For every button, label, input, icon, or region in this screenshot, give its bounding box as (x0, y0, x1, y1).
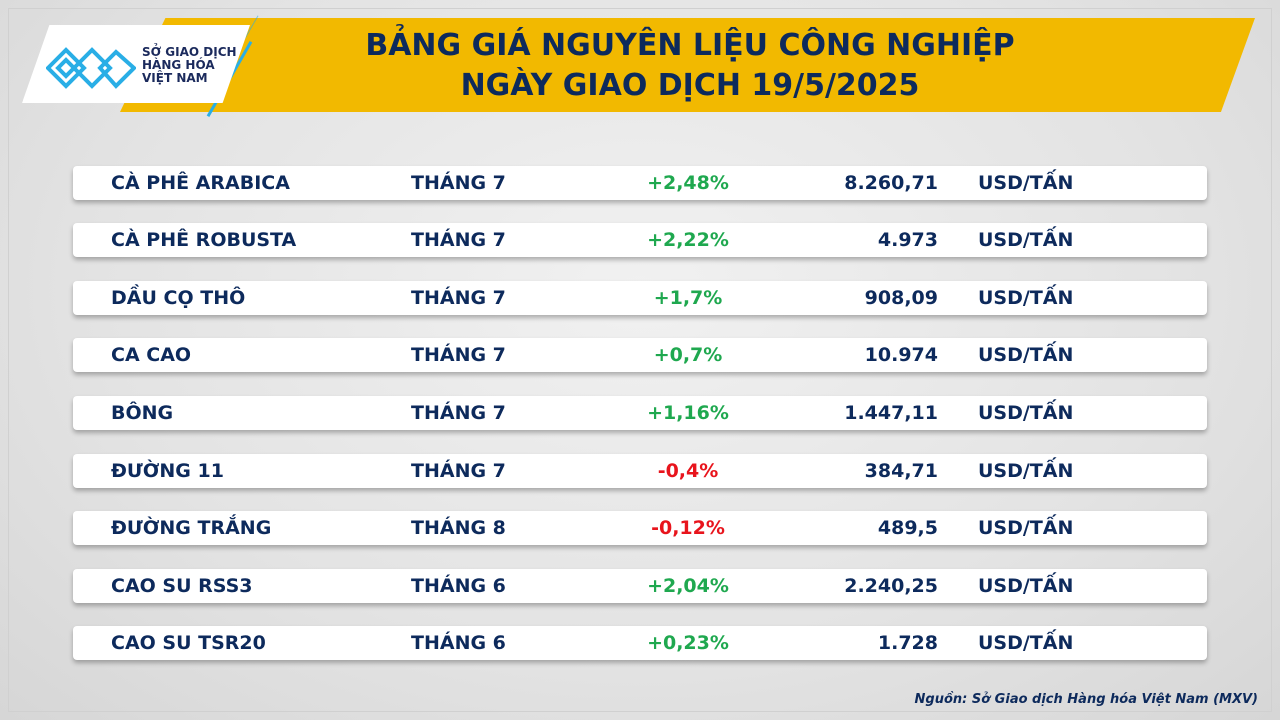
price-value: 489,5 (877, 517, 938, 539)
table-row: CA CAO THÁNG 7 +0,7% 10.974 USD/TẤN (73, 338, 1207, 372)
table-row: BÔNG THÁNG 7 +1,16% 1.447,11 USD/TẤN (73, 396, 1207, 430)
table-row: CAO SU RSS3 THÁNG 6 +2,04% 2.240,25 USD/TẤN (73, 569, 1207, 603)
price-change: +2,04% (647, 575, 729, 597)
price-value: 1.447,11 (844, 402, 938, 424)
contract-month: THÁNG 7 (411, 229, 506, 251)
commodity-name: CAO SU RSS3 (111, 575, 253, 597)
price-change: -0,4% (657, 460, 719, 482)
commodity-name: BÔNG (111, 402, 174, 424)
contract-month: THÁNG 7 (411, 402, 506, 424)
table-row: DẦU CỌ THÔ THÁNG 7 +1,7% 908,09 USD/TẤN (73, 281, 1207, 315)
contract-month: THÁNG 7 (411, 172, 506, 194)
price-value: 4.973 (877, 229, 938, 251)
contract-month: THÁNG 6 (411, 632, 506, 654)
contract-month: THÁNG 8 (411, 517, 506, 539)
logo-text: SỞ GIAO DỊCH HÀNG HÓA VIỆT NAM (142, 46, 237, 85)
price-value: 384,71 (864, 460, 938, 482)
price-unit: USD/TẤN (978, 632, 1074, 654)
commodity-name: CAO SU TSR20 (111, 632, 266, 654)
price-value: 2.240,25 (844, 575, 938, 597)
contract-month: THÁNG 7 (411, 287, 506, 309)
price-unit: USD/TẤN (978, 575, 1074, 597)
price-unit: USD/TẤN (978, 517, 1074, 539)
price-unit: USD/TẤN (978, 172, 1074, 194)
commodity-name: CA CAO (111, 344, 192, 366)
price-change: +2,48% (647, 172, 729, 194)
price-value: 8.260,71 (844, 172, 938, 194)
table-row: ĐƯỜNG TRẮNG THÁNG 8 -0,12% 489,5 USD/TẤN (73, 511, 1207, 545)
mxv-logo-icon (46, 47, 136, 89)
commodity-name: CÀ PHÊ ARABICA (111, 172, 290, 194)
price-unit: USD/TẤN (978, 229, 1074, 251)
price-change: +2,22% (647, 229, 729, 251)
price-unit: USD/TẤN (978, 402, 1074, 424)
price-unit: USD/TẤN (978, 460, 1074, 482)
price-unit: USD/TẤN (978, 344, 1074, 366)
table-row: CÀ PHÊ ARABICA THÁNG 7 +2,48% 8.260,71 USD/T… (73, 166, 1207, 200)
commodity-name: CÀ PHÊ ROBUSTA (111, 229, 297, 251)
title-line1: BẢNG GIÁ NGUYÊN LIỆU CÔNG NGHIỆP (365, 28, 1015, 63)
price-change: -0,12% (651, 517, 725, 539)
price-unit: USD/TẤN (978, 287, 1074, 309)
commodity-name: ĐƯỜNG TRẮNG (111, 517, 272, 539)
slide-frame (8, 8, 1272, 712)
price-change: +1,16% (647, 402, 729, 424)
price-change: +0,7% (653, 344, 723, 366)
contract-month: THÁNG 7 (411, 460, 506, 482)
title-banner (120, 18, 1255, 112)
logo-line2: HÀNG HÓA (142, 58, 215, 72)
logo-line1: SỞ GIAO DỊCH (142, 45, 237, 59)
table-row: CÀ PHÊ ROBUSTA THÁNG 7 +2,22% 4.973 USD/TẤN (73, 223, 1207, 257)
price-change: +0,23% (647, 632, 729, 654)
source-note: Nguồn: Sở Giao dịch Hàng hóa Việt Nam (M… (914, 692, 1258, 707)
table-row: ĐƯỜNG 11 THÁNG 7 -0,4% 384,71 USD/TẤN (73, 454, 1207, 488)
price-value: 10.974 (864, 344, 938, 366)
commodity-name: DẦU CỌ THÔ (111, 287, 246, 309)
price-value: 908,09 (864, 287, 938, 309)
price-value: 1.728 (877, 632, 938, 654)
logo-line3: VIỆT NAM (142, 71, 208, 85)
table-row: CAO SU TSR20 THÁNG 6 +0,23% 1.728 USD/TẤN (73, 626, 1207, 660)
commodity-name: ĐƯỜNG 11 (111, 460, 224, 482)
page-title: BẢNG GIÁ NGUYÊN LIỆU CÔNG NGHIỆP NGÀY GI… (290, 26, 1090, 106)
price-change: +1,7% (653, 287, 723, 309)
title-line2: NGÀY GIAO DỊCH 19/5/2025 (460, 68, 920, 103)
contract-month: THÁNG 7 (411, 344, 506, 366)
contract-month: THÁNG 6 (411, 575, 506, 597)
